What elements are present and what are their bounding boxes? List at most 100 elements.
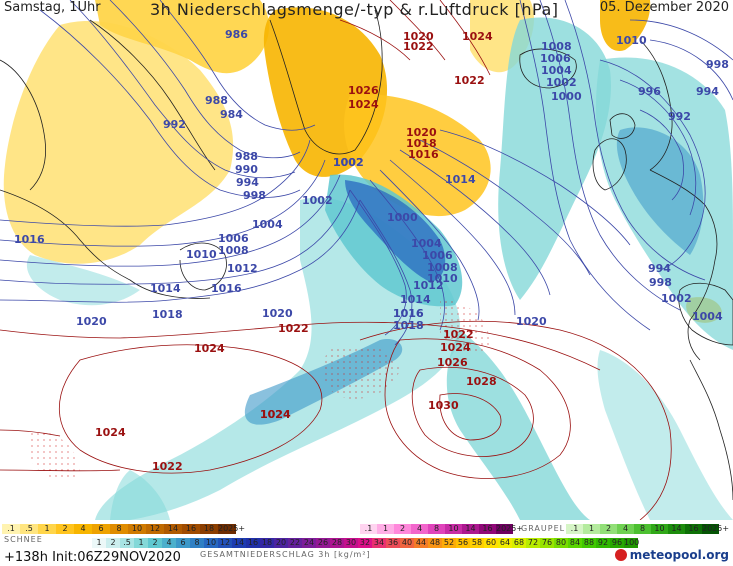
pressure-label: 1020 <box>403 30 434 43</box>
pressure-label: 1012 <box>413 279 444 292</box>
legend-snow-title: SCHNEE <box>4 535 43 544</box>
isobar-line <box>339 19 411 61</box>
legend-graupel-swatch: .1 <box>566 524 583 534</box>
legend-total-swatch: 2 <box>148 538 162 548</box>
legend-total-swatch: 26 <box>316 538 330 548</box>
legend-total-swatch: 80 <box>554 538 568 548</box>
freezing-rain-dots-1 <box>323 345 400 399</box>
isobar-line <box>39 9 301 198</box>
pressure-label: 988 <box>205 94 228 107</box>
brand-logo[interactable]: meteopool.org <box>614 548 729 562</box>
legend-total-swatch: 40 <box>400 538 414 548</box>
legend-total-swatch: 1 <box>92 538 106 548</box>
legend-graupel-scale: .1 1 2 4 8 10 14 16 2025+ <box>566 524 730 534</box>
pressure-label: 1004 <box>411 237 442 250</box>
legend-total-swatch: .5 <box>120 538 134 548</box>
pressure-label: 1016 <box>393 307 424 320</box>
legend-total-swatch: 18 <box>260 538 274 548</box>
legend-graupel-swatch: 8 <box>634 524 651 534</box>
pressure-label: 1010 <box>186 248 217 261</box>
isobar-line <box>0 139 311 227</box>
isobar-line <box>389 159 516 316</box>
pressure-label: 1024 <box>260 408 291 421</box>
legend-total-swatch: 1 <box>134 538 148 548</box>
isobar-line <box>0 159 326 247</box>
legend-snow-swatch: 16 <box>182 524 200 534</box>
legend-freezing-swatch: 2 <box>394 524 411 534</box>
legend-snow-swatch: 2 <box>56 524 74 534</box>
pressure-label: 1000 <box>551 90 582 103</box>
coast-iberia <box>678 282 733 346</box>
isobar-line <box>109 0 301 159</box>
pressure-label: 1002 <box>333 156 364 169</box>
forecast-day-time: Samstag, 1Uhr <box>4 0 101 15</box>
legend-total-swatch: 6 <box>176 538 190 548</box>
legend-total-swatch: 34 <box>372 538 386 548</box>
isobar-line <box>369 179 445 331</box>
legend-freezing-swatch: 10 <box>445 524 462 534</box>
legend-freezing-swatch: .1 <box>360 524 377 534</box>
legend-total-swatch: 96 <box>610 538 624 548</box>
pressure-label: 992 <box>668 110 691 123</box>
legend-total-swatch: 92 <box>596 538 610 548</box>
pressure-label: 1024 <box>260 408 291 421</box>
rain-field-west <box>26 255 140 306</box>
pressure-label: 1004 <box>252 218 283 231</box>
pressure-label: 1014 <box>445 173 476 186</box>
legend-total-swatch: 58 <box>470 538 484 548</box>
pressure-label: 1006 <box>422 249 453 262</box>
pressure-label: 1000 <box>387 211 418 224</box>
rain-band-core-deep <box>345 180 446 282</box>
legend-total-swatch: 52 <box>442 538 456 548</box>
legend-total-swatch: 84 <box>568 538 582 548</box>
pressure-label: 1024 <box>348 98 379 111</box>
pressure-label: 1006 <box>218 232 249 245</box>
pressure-label: 1018 <box>152 308 183 321</box>
isobar-layer-high <box>0 0 672 520</box>
isobar-line <box>384 338 571 479</box>
legend-snow-swatch: .5 <box>20 524 38 534</box>
pressure-label: 1008 <box>427 261 458 274</box>
legend-graupel-swatch: 14 <box>668 524 685 534</box>
legend-total-swatch: 44 <box>414 538 428 548</box>
pressure-label: 1012 <box>227 262 258 275</box>
legend-freezing-swatch: 2025+ <box>496 524 524 534</box>
pressure-label: 1010 <box>616 34 647 47</box>
legend-freezing-swatch: 8 <box>428 524 445 534</box>
coast-hudson <box>0 59 47 191</box>
rain-field-europe-core <box>616 127 704 255</box>
pressure-label: 1022 <box>152 460 183 473</box>
legend-total-swatch: 60 <box>484 538 498 548</box>
isobar-line <box>599 59 706 271</box>
pressure-label: 1022 <box>443 328 474 341</box>
snow-field-baffin <box>95 0 270 74</box>
isobar-line <box>411 366 534 457</box>
isobar-line <box>69 0 296 179</box>
pressure-label: 1026 <box>437 356 468 369</box>
pressure-label: 998 <box>706 58 729 71</box>
pressure-label: 996 <box>638 85 661 98</box>
legend-total-title: GESAMTNIEDERSCHLAG 3h [kg/m²] <box>200 550 371 559</box>
isobar-line <box>389 0 446 61</box>
legend-snow-swatch: 12 <box>146 524 164 534</box>
legend-total-swatch: 20 <box>274 538 288 548</box>
isobar-line <box>619 79 697 216</box>
pressure-label: 994 <box>696 85 719 98</box>
pressure-label: 1016 <box>393 307 424 320</box>
pressure-label: 1030 <box>428 399 459 412</box>
pressure-label: 1014 <box>150 282 181 295</box>
legend-snow-scale: .1.5 1 2 4 6 8 10 12 14 16 18 2025+ <box>2 524 245 534</box>
legend-total-swatch: 68 <box>512 538 526 548</box>
map-title: 3h Niederschlagsmenge/-typ & r.Luftdruck… <box>150 0 559 19</box>
pressure-label: 1002 <box>546 76 577 89</box>
brand-dot-icon <box>614 549 627 561</box>
pressure-label: 992 <box>163 118 186 131</box>
legend-total-swatch: 88 <box>582 538 596 548</box>
legend-total-swatch: 36 <box>386 538 400 548</box>
snow-field-labrador <box>3 21 234 264</box>
legend-total-swatch: 28 <box>330 538 344 548</box>
legend-graupel-swatch: 10 <box>651 524 668 534</box>
freezing-rain-dots-3 <box>28 430 80 479</box>
legend-graupel-swatch: 2025+ <box>702 524 730 534</box>
